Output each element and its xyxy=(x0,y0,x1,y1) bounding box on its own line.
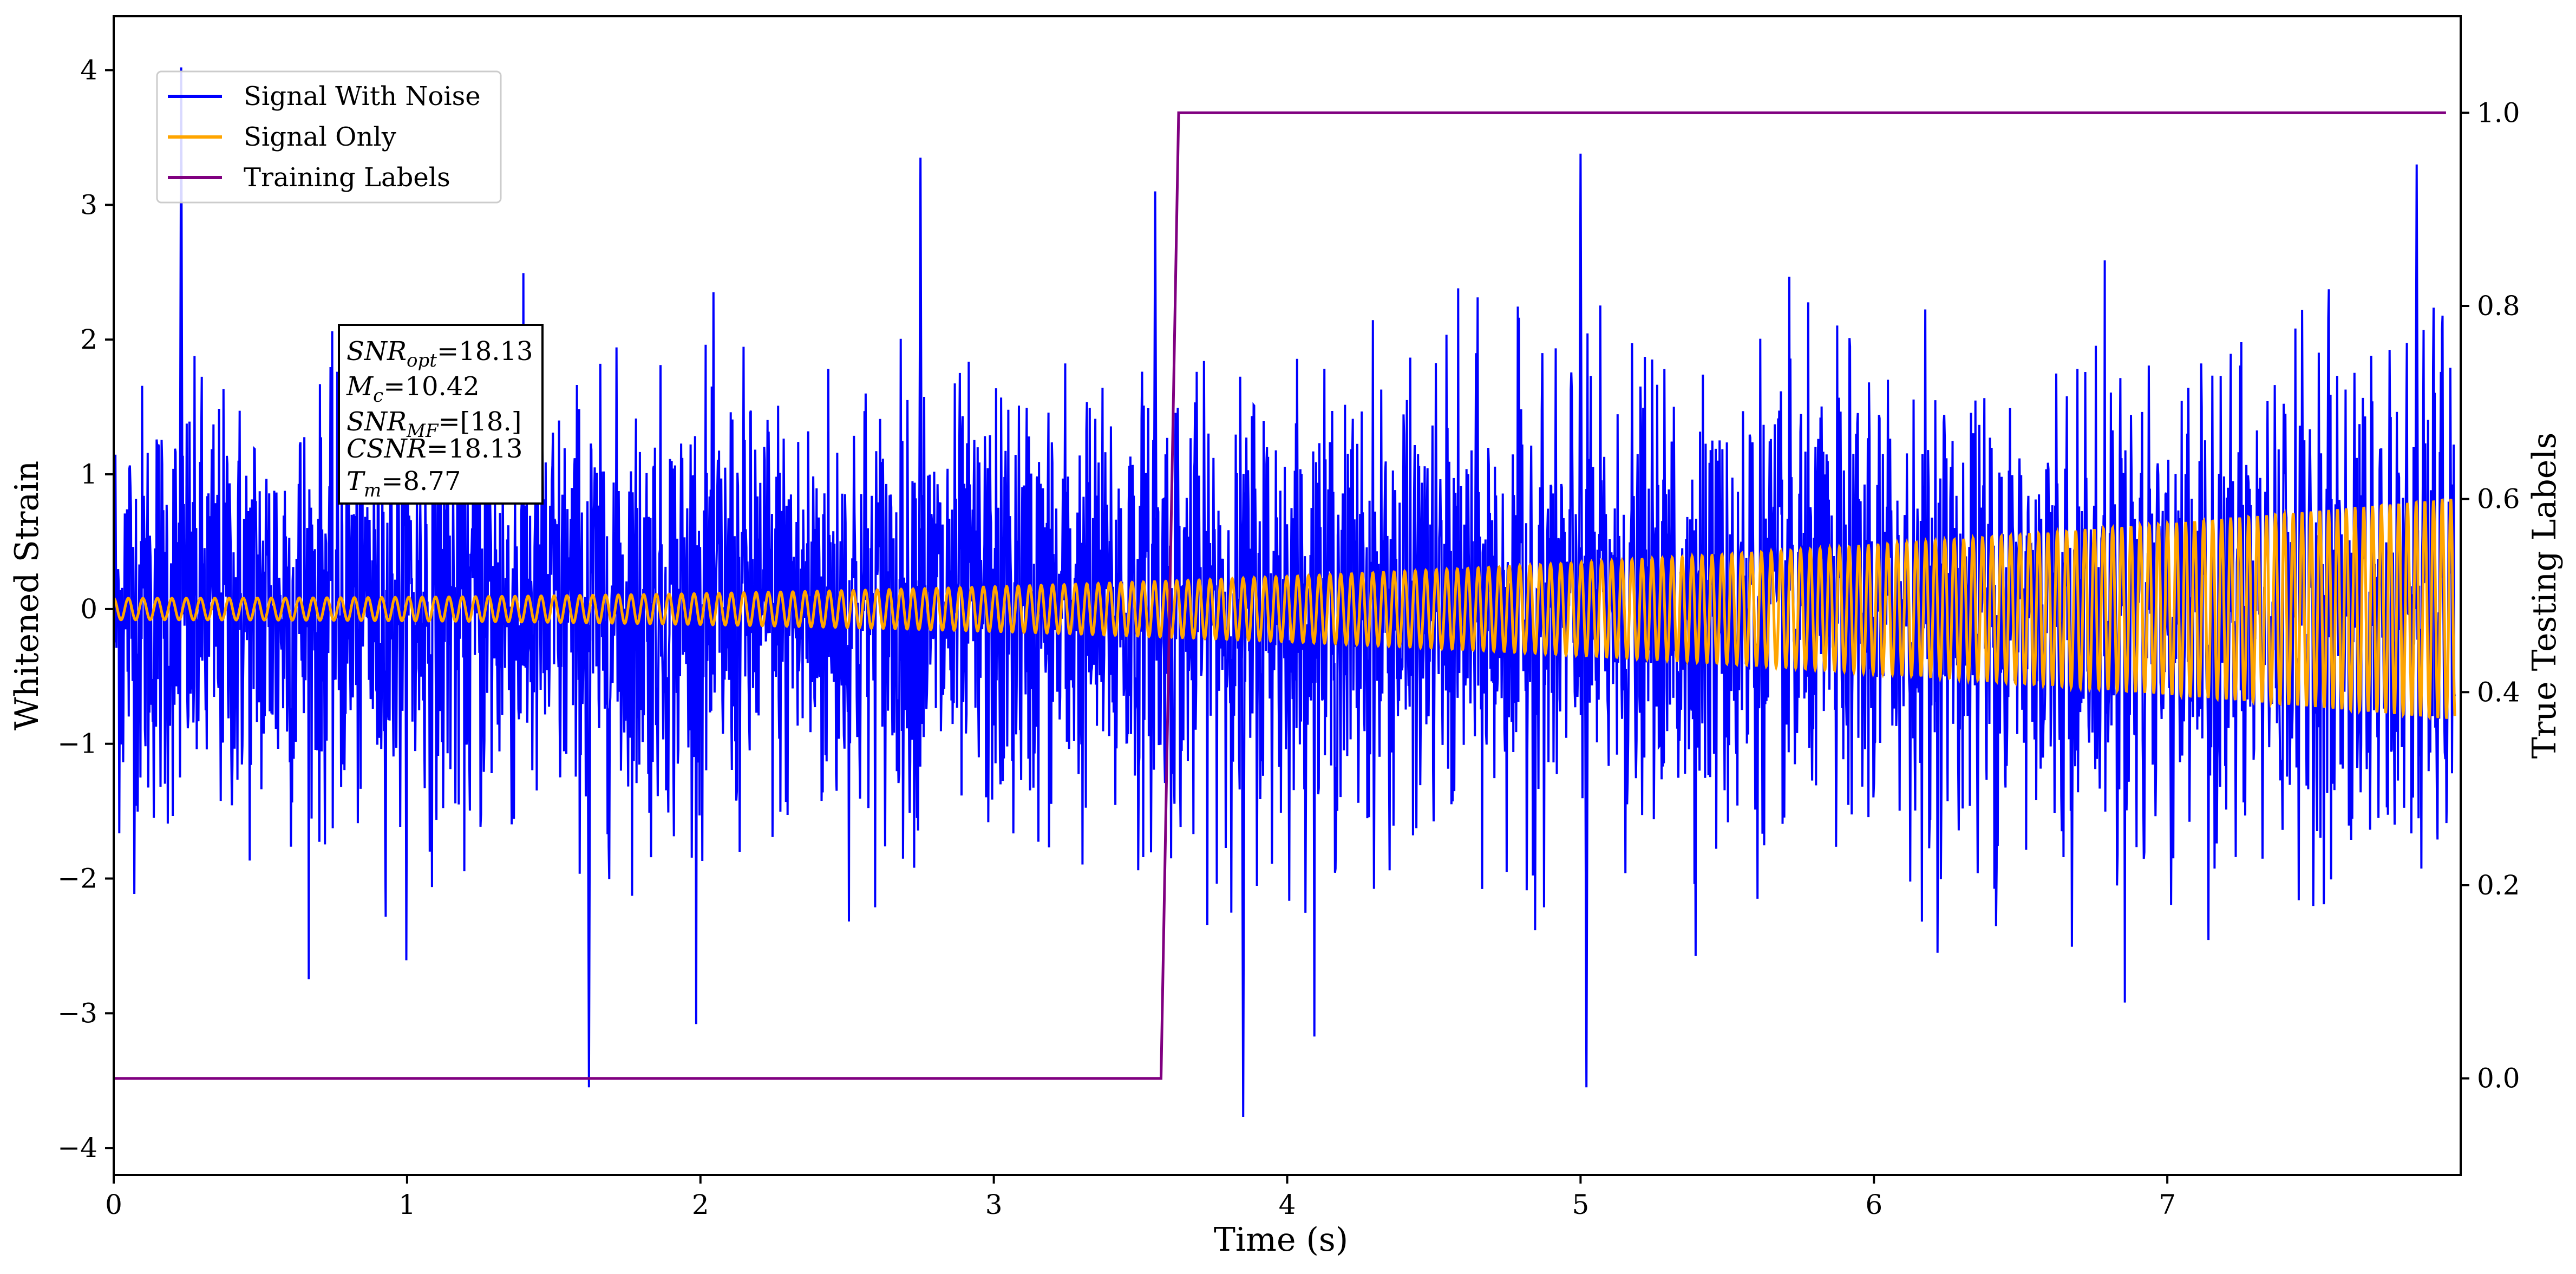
x-tick-label: 5 xyxy=(1572,1189,1589,1220)
noise-peak-5 xyxy=(1578,153,1584,609)
y-tick-label-left: −2 xyxy=(57,863,97,894)
y-axis-title-right: True Testing Labels xyxy=(2526,433,2564,759)
noise-peak-1 xyxy=(586,609,592,1088)
legend-box xyxy=(156,70,502,204)
y-tick-label-right: 1.0 xyxy=(2477,97,2520,128)
y-tick-label-left: 2 xyxy=(80,324,97,355)
legend-label-labels: Training Labels xyxy=(244,162,450,193)
annotation-tm: Tm=8.77 xyxy=(346,466,461,501)
annotation-csnr: CSNR=18.13 xyxy=(346,434,522,464)
y-tick-label-left: 3 xyxy=(80,189,97,220)
y-tick-label-left: −1 xyxy=(57,728,97,760)
annotation-frame xyxy=(338,324,544,505)
noise-peak-2 xyxy=(1152,191,1158,609)
signal-line xyxy=(113,498,2456,721)
tick-marks: 0 1 2 3 4 5 6 7 −4 −3 −2 −1 0 1 2 3 4 0.0 0.2 0.4 0.6 0.8 1.0 xyxy=(57,55,2520,1220)
annotation-box: SNRopt=18.13 Mc=10.42 SNRMF=[18.] CSNR=1… xyxy=(338,324,544,505)
y-axis-title-left: Whitened Strain xyxy=(8,461,46,730)
annotation-mc: Mc=10.42 xyxy=(346,371,480,407)
legend-label-signal: Signal Only xyxy=(244,122,396,152)
x-tick-label: 4 xyxy=(1279,1189,1296,1220)
training-label-line xyxy=(114,111,2446,1080)
y-tick-label-left: −3 xyxy=(57,997,97,1029)
noise-peak-7 xyxy=(2414,164,2420,609)
x-tick-label: 3 xyxy=(985,1189,1003,1220)
y-tick-label-right: 0.2 xyxy=(2477,870,2520,901)
y-tick-label-right: 0.6 xyxy=(2477,484,2520,515)
noise-peak-3 xyxy=(1240,609,1246,1118)
y-tick-label-left: −4 xyxy=(57,1132,97,1164)
y-tick-label-right: 0.8 xyxy=(2477,290,2520,322)
annotation-snr-mf: SNRMF=[18.] xyxy=(346,407,521,442)
training-label-series xyxy=(114,111,2446,1080)
x-tick-label: 7 xyxy=(2159,1189,2176,1220)
noise-peak-6 xyxy=(918,158,923,609)
y-tick-label-left: 1 xyxy=(80,459,97,490)
y-tick-label-right: 0.0 xyxy=(2477,1063,2520,1094)
x-axis-title: Time (s) xyxy=(1214,1221,1348,1259)
x-tick-label: 6 xyxy=(1865,1189,1882,1220)
y-tick-label-right: 0.4 xyxy=(2477,676,2520,708)
x-tick-label: 1 xyxy=(398,1189,416,1220)
legend: Signal With Noise Signal Only Training L… xyxy=(156,70,502,204)
y-tick-label-left: 4 xyxy=(80,55,97,86)
annotation-snr-opt: SNRopt=18.13 xyxy=(346,336,533,371)
signal-series xyxy=(113,498,2456,721)
y-tick-label-left: 0 xyxy=(80,593,97,625)
noise-peak-0 xyxy=(178,67,184,609)
x-tick-label: 0 xyxy=(105,1189,122,1220)
x-tick-label: 2 xyxy=(692,1189,709,1220)
legend-label-noise: Signal With Noise xyxy=(244,81,481,112)
